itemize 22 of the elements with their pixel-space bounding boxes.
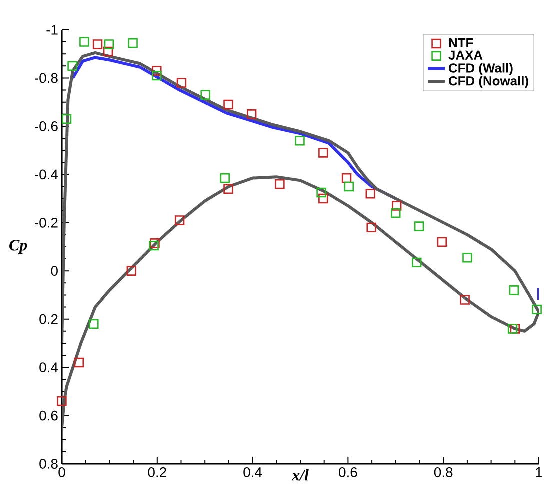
y-tick-label: -0.6 xyxy=(35,121,58,132)
x-tick-label: 0.6 xyxy=(339,468,358,478)
y-tick-label: -1 xyxy=(46,25,58,35)
y-tick-label: -0.8 xyxy=(35,73,58,84)
x-tick-label: 1 xyxy=(536,468,542,478)
y-axis-title: Cp xyxy=(10,240,28,254)
x-tick-label: 0.2 xyxy=(148,468,166,478)
legend-label: JAXA xyxy=(448,50,483,60)
legend-label: NTF xyxy=(449,38,474,48)
y-tick-label: 0.8 xyxy=(40,459,58,469)
legend-label: CFD (Wall) xyxy=(449,63,513,76)
y-tick-label: 0.4 xyxy=(40,362,58,372)
x-tick-label: 0.4 xyxy=(244,468,262,478)
legend-label: CFD (Nowall) xyxy=(449,76,528,88)
y-tick-label: -0.2 xyxy=(35,218,58,228)
y-tick-label: 0.2 xyxy=(40,314,58,324)
y-tick-label: 0 xyxy=(51,266,58,276)
y-tick-label: 0.6 xyxy=(40,410,58,421)
x-tick-label: 0 xyxy=(58,468,66,478)
y-tick-label: -0.4 xyxy=(35,170,58,180)
x-axis-title: x/l xyxy=(292,470,309,481)
x-tick-label: 0.8 xyxy=(434,468,453,478)
